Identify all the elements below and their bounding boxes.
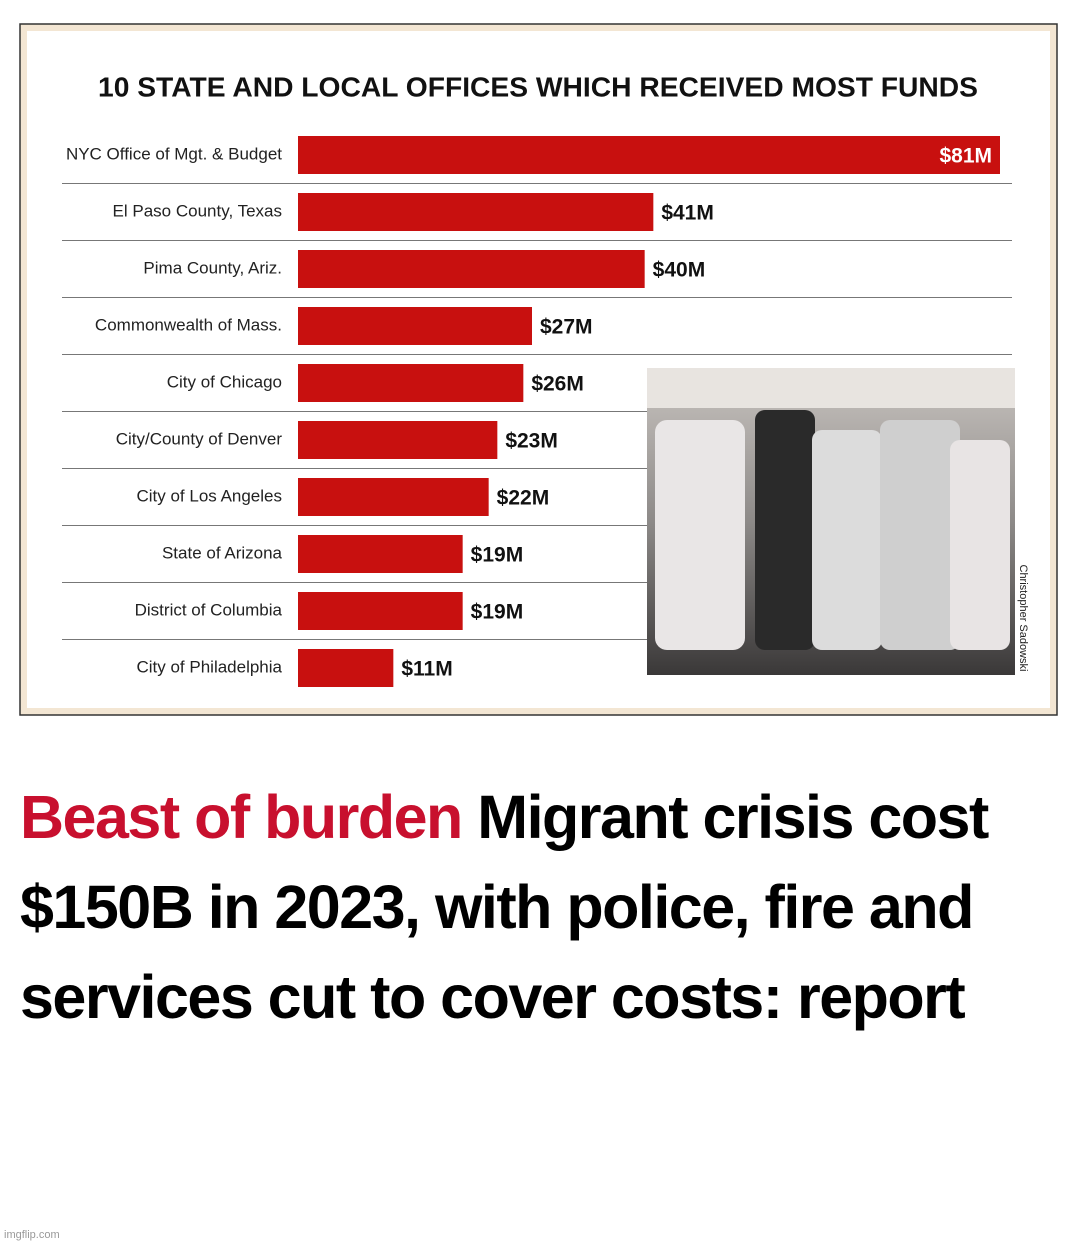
headline-text: Migrant crisis cost $150B in 2023, with … [20,783,989,1031]
value-label: $26M [531,373,584,396]
photo-credit: Christopher Sadowski [1017,565,1029,672]
bar [298,307,532,345]
watermark: imgflip.com [4,1229,60,1241]
category-label: El Paso County, Texas [113,201,282,220]
category-label: City of Los Angeles [136,486,282,505]
photo-figure [812,430,882,650]
bar [298,421,498,459]
category-label: District of Columbia [135,600,283,619]
headline-kicker: Beast of burden [20,783,463,851]
value-label: $40M [653,259,706,282]
bar [298,649,394,687]
value-label: $81M [939,145,992,168]
chart-title: 10 STATE AND LOCAL OFFICES WHICH RECEIVE… [98,71,978,102]
value-label: $19M [471,544,524,567]
photo-figure [880,420,960,650]
bar [298,592,463,630]
bar [298,250,645,288]
chart: 10 STATE AND LOCAL OFFICES WHICH RECEIVE… [19,23,1058,716]
category-label: City/County of Denver [116,429,283,448]
bar [298,193,654,231]
photo [647,368,1015,675]
category-label: State of Arizona [162,543,283,562]
headline: Beast of burden Migrant crisis cost $150… [20,772,1050,1042]
category-label: NYC Office of Mgt. & Budget [66,144,282,163]
value-label: $41M [661,202,714,225]
value-label: $27M [540,316,593,339]
photo-figure [950,440,1010,650]
bar [298,478,489,516]
value-label: $22M [497,487,550,510]
photo-figure [755,410,815,650]
category-label: City of Philadelphia [136,657,282,676]
photo-sign [647,368,1015,408]
value-label: $19M [471,601,524,624]
value-label: $11M [401,658,452,681]
category-label: City of Chicago [167,372,282,391]
bar [298,535,463,573]
photo-figure [655,420,745,650]
bar [298,136,1000,174]
value-label: $23M [505,430,558,453]
bar [298,364,524,402]
category-label: Pima County, Ariz. [143,258,282,277]
category-label: Commonwealth of Mass. [95,315,282,334]
